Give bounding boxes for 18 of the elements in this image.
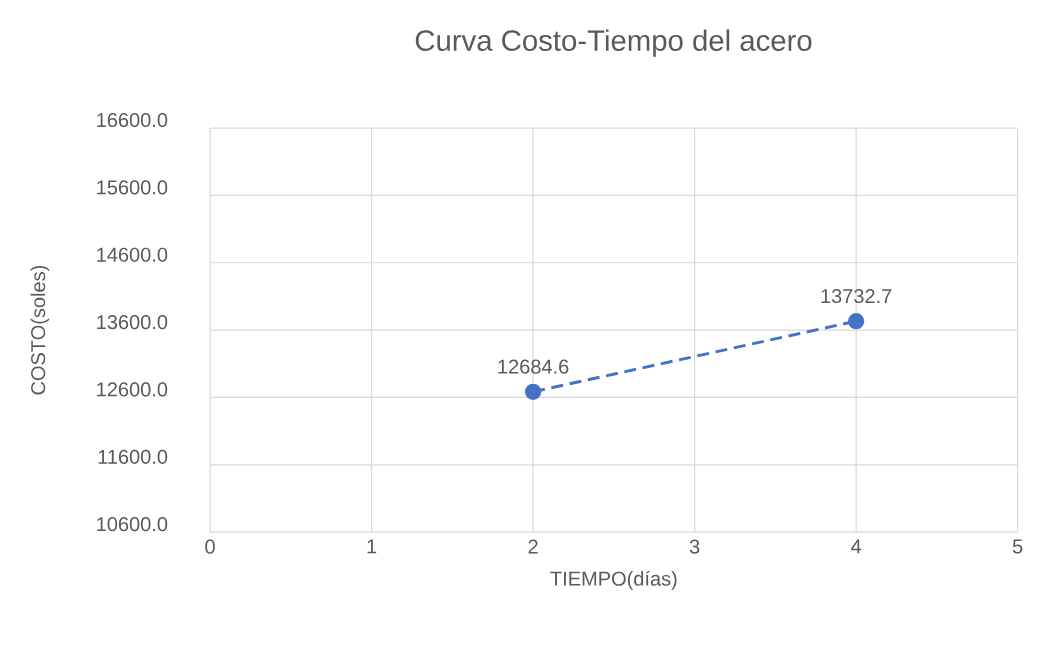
x-axis-title: TIEMPO(días)	[550, 571, 677, 590]
y-tick-label: 14600.0	[97, 247, 168, 263]
x-tick-label: 0	[205, 539, 215, 554]
y-axis-title: COSTO(soles)	[30, 266, 50, 395]
x-tick-label: 3	[689, 539, 700, 554]
x-tick-label: 1	[367, 539, 377, 554]
x-tick-label: 2	[528, 539, 538, 554]
y-tick-label: 10600.0	[97, 517, 168, 532]
y-tick-label: 11600.0	[98, 449, 168, 465]
y-tick-label: 15600.0	[97, 180, 168, 195]
x-tick-label: 4	[851, 539, 862, 554]
y-tick-label: 16600.0	[97, 113, 168, 128]
y-tick-label: 13600.0	[97, 315, 168, 330]
x-tick-label: 5	[1012, 539, 1023, 554]
y-tick-label: 12600.0	[97, 382, 168, 397]
data-label: 12684.6	[498, 359, 569, 374]
chart-title: Curva Costo-Tiempo del acero	[415, 29, 812, 57]
data-label: 13732.7	[821, 289, 892, 304]
